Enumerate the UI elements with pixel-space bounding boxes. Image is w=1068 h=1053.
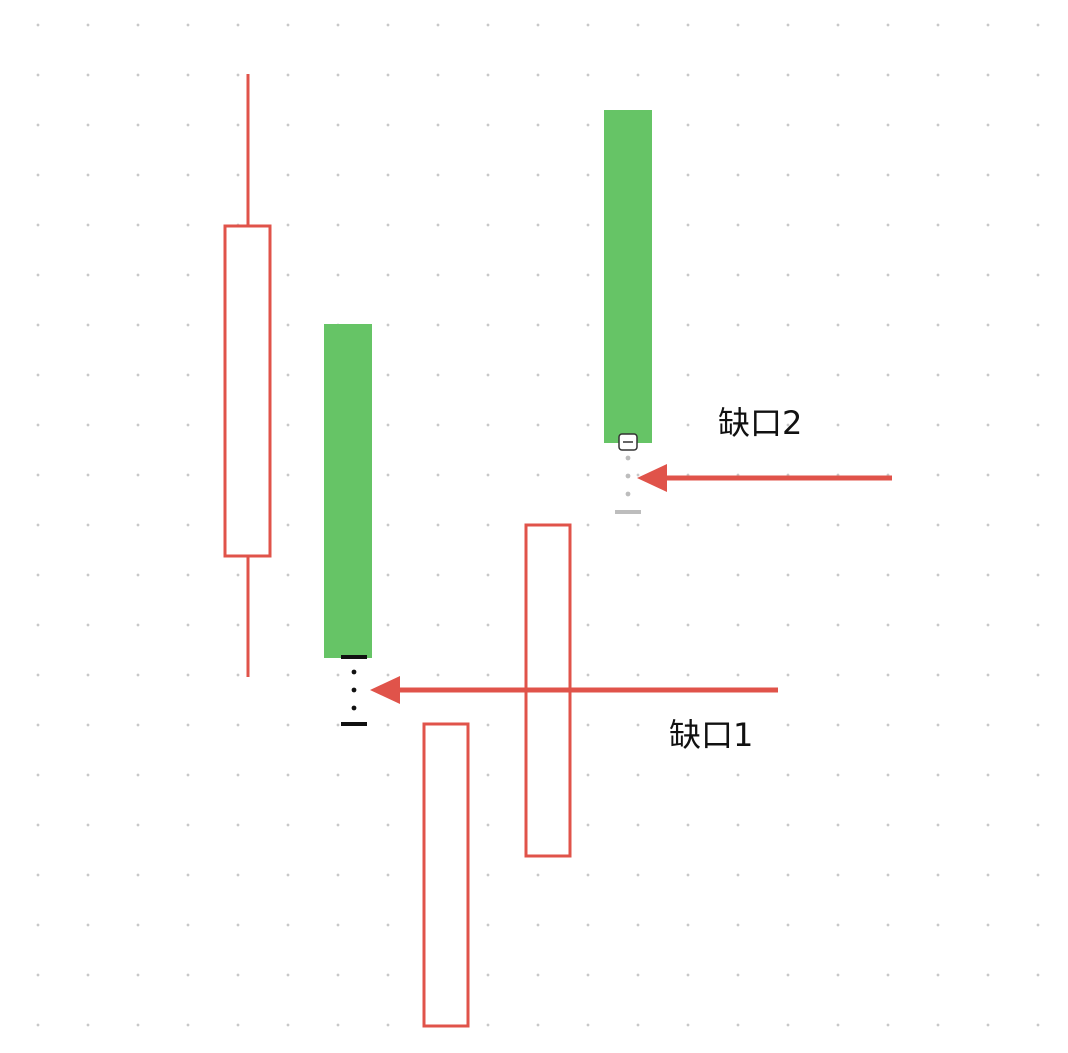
candle-2-solid-green [324, 324, 372, 658]
gap-1-arrow [370, 676, 778, 704]
gap-1-dot [351, 687, 357, 693]
gap-2-dot [625, 491, 631, 497]
gap-2-arrow [637, 464, 892, 492]
gap-1-dot [351, 669, 357, 675]
gap-1-marker [341, 655, 367, 726]
gap-1-label: 缺口1 [669, 716, 753, 754]
gap-2-dot [625, 455, 631, 461]
gap-2-marker [615, 433, 641, 514]
gap-2-arrow-head [637, 464, 667, 492]
candle-5-solid-green [604, 110, 652, 443]
gap-2-label: 缺口2 [718, 404, 802, 442]
gap-1-arrow-head [370, 676, 400, 704]
candle-3-hollow-red [422, 722, 470, 1028]
gap-1-dot [351, 705, 357, 711]
gap-2-dot [625, 473, 631, 479]
candle-1-body [223, 224, 272, 558]
candle-1-hollow-red [223, 74, 272, 677]
